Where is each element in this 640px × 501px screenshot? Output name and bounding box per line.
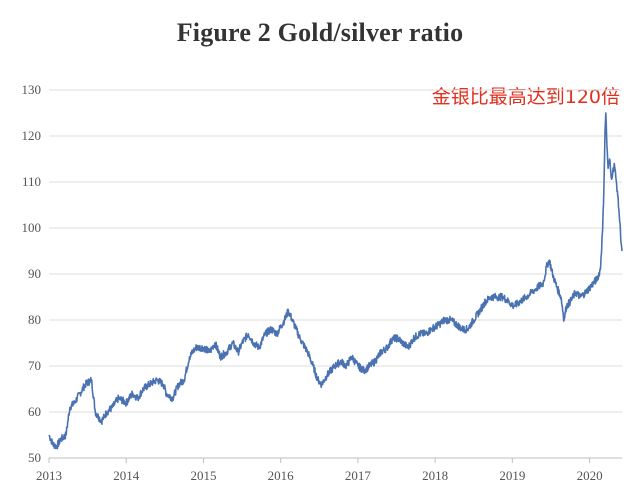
y-tick-label: 130	[22, 82, 42, 97]
x-tick-label: 2014	[113, 468, 140, 483]
x-tick-label: 2016	[268, 468, 295, 483]
y-axis: 50 60 70 80 90 100 110 120 130	[22, 82, 42, 465]
y-tick-label: 90	[28, 266, 41, 281]
x-tick-label: 2017	[345, 468, 372, 483]
y-tick-label: 110	[22, 174, 41, 189]
x-tick-label: 2018	[422, 468, 448, 483]
y-tick-label: 60	[28, 404, 41, 419]
x-tick-label: 2019	[499, 468, 525, 483]
y-tick-label: 80	[28, 312, 41, 327]
series-line-gold-silver-ratio	[48, 112, 623, 450]
x-tick-label: 2013	[36, 468, 62, 483]
series-group	[48, 112, 623, 450]
y-tick-label: 120	[22, 128, 42, 143]
x-tick-label: 2015	[190, 468, 216, 483]
chart-title: Figure 2 Gold/silver ratio	[176, 18, 464, 47]
x-tick-label: 2020	[577, 468, 603, 483]
grid-lines	[49, 89, 622, 459]
y-tick-label: 50	[28, 450, 41, 465]
y-tick-label: 70	[28, 358, 41, 373]
y-tick-label: 100	[22, 220, 42, 235]
x-axis: 2013 2014 2015 2016 2017 2018 2019 2020	[36, 457, 622, 483]
chart-annotation: 金银比最高达到120倍	[431, 86, 620, 108]
